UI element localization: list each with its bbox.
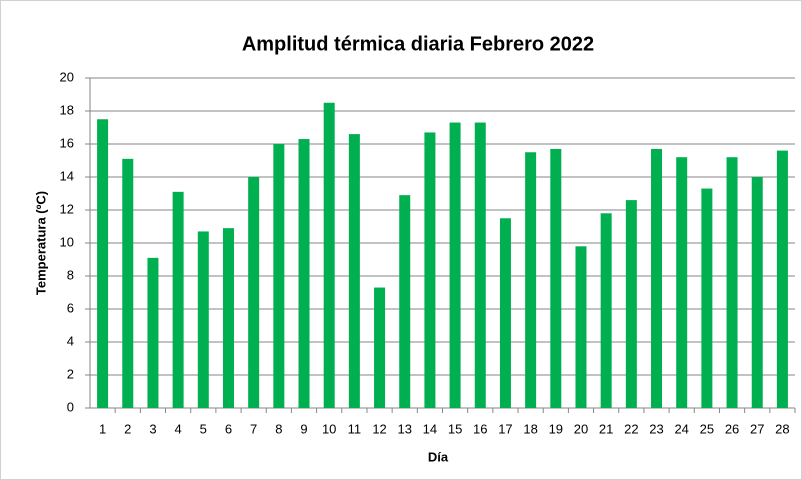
- bar: [197, 231, 209, 408]
- bar: [147, 257, 159, 408]
- x-tick-label: 14: [423, 421, 437, 436]
- bar: [122, 158, 134, 408]
- x-tick-label: 17: [498, 421, 512, 436]
- chart-title: Amplitud térmica diaria Febrero 2022: [242, 33, 594, 55]
- y-tick-label: 0: [67, 399, 74, 414]
- bar: [676, 157, 688, 408]
- y-axis-label: Temperatura (ºC): [33, 191, 48, 295]
- bar: [474, 122, 486, 409]
- x-tick-label: 21: [599, 421, 613, 436]
- x-tick-label: 8: [275, 421, 282, 436]
- x-tick-label: 19: [549, 421, 563, 436]
- x-tick-label: 10: [322, 421, 336, 436]
- bar: [298, 139, 310, 409]
- bar: [499, 218, 511, 408]
- bar: [172, 191, 184, 408]
- bar: [222, 228, 234, 408]
- x-tick-label: 25: [700, 421, 714, 436]
- x-tick-label: 26: [725, 421, 739, 436]
- bar: [449, 122, 461, 409]
- bar: [323, 102, 335, 408]
- bar: [399, 195, 411, 408]
- bar: [600, 213, 612, 408]
- x-tick-label: 3: [149, 421, 156, 436]
- x-tick-label: 27: [750, 421, 764, 436]
- x-tick-label: 13: [397, 421, 411, 436]
- bar: [374, 287, 386, 408]
- y-tick-label: 14: [60, 168, 74, 183]
- x-tick-label: 12: [372, 421, 386, 436]
- x-tick-label: 5: [200, 421, 207, 436]
- bar: [248, 177, 260, 408]
- bar: [550, 148, 562, 408]
- bar: [575, 246, 587, 408]
- y-tick-label: 20: [60, 69, 74, 84]
- bar: [525, 152, 537, 408]
- x-tick-label: 6: [225, 421, 232, 436]
- bar: [97, 119, 109, 408]
- y-tick-label: 10: [60, 234, 74, 249]
- x-tick-label: 28: [775, 421, 789, 436]
- bar: [273, 144, 285, 408]
- x-tick-label: 22: [624, 421, 638, 436]
- bar: [751, 177, 763, 408]
- x-tick-label: 9: [300, 421, 307, 436]
- x-tick-label: 16: [473, 421, 487, 436]
- x-tick-label: 7: [250, 421, 257, 436]
- y-tick-label: 8: [67, 267, 74, 282]
- bar: [701, 188, 713, 408]
- y-tick-label: 2: [67, 366, 74, 381]
- x-tick-label: 23: [649, 421, 663, 436]
- y-tick-label: 18: [60, 102, 74, 117]
- x-tick-label: 15: [448, 421, 462, 436]
- bar: [424, 132, 436, 408]
- y-tick-label: 6: [67, 300, 74, 315]
- x-axis-label: Día: [428, 449, 449, 464]
- x-tick-label: 18: [523, 421, 537, 436]
- x-tick-label: 24: [674, 421, 688, 436]
- bar: [625, 200, 637, 408]
- bar: [776, 150, 788, 408]
- y-tick-label: 12: [60, 201, 74, 216]
- y-tick-label: 16: [60, 135, 74, 150]
- x-tick-label: 4: [175, 421, 182, 436]
- bar: [348, 134, 360, 408]
- bar: [726, 157, 738, 408]
- x-tick-label: 2: [124, 421, 131, 436]
- y-tick-label: 4: [67, 333, 74, 348]
- bar: [651, 148, 663, 408]
- x-tick-label: 11: [348, 421, 362, 436]
- x-tick-label: 1: [99, 421, 106, 436]
- x-tick-label: 20: [574, 421, 588, 436]
